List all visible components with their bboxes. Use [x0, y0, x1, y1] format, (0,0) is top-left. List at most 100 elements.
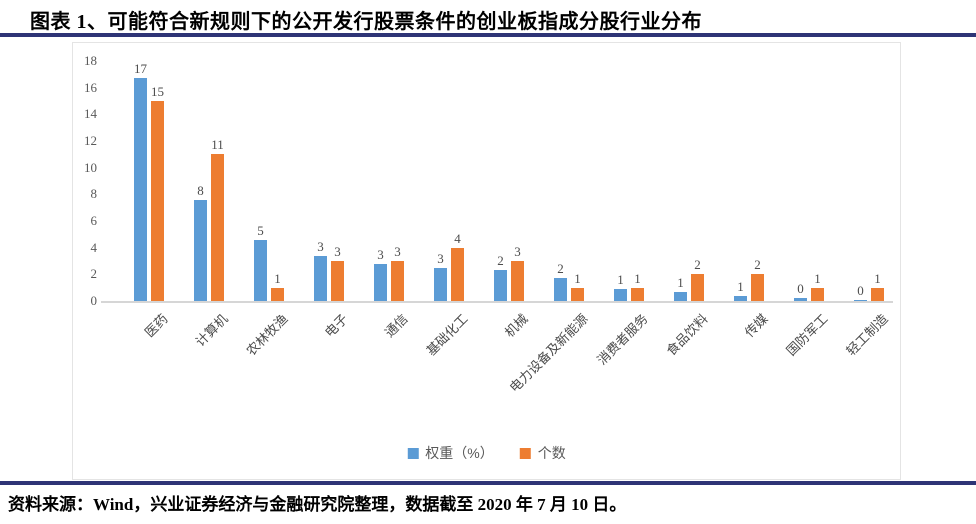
- legend-swatch-icon: [407, 447, 419, 459]
- bar: [734, 295, 747, 301]
- bar-wrap: 3: [374, 247, 387, 301]
- y-tick-label: 16: [84, 79, 97, 95]
- bar: [631, 287, 644, 301]
- bar-value-label: 0: [797, 281, 804, 297]
- bar: [674, 292, 687, 301]
- bar-value-label: 1: [574, 270, 581, 286]
- bar-wrap: 1: [631, 271, 644, 301]
- bar-wrap: 5: [254, 223, 267, 301]
- bar: [451, 247, 464, 301]
- bar-wrap: 3: [331, 245, 344, 301]
- bar-value-label: 4: [454, 230, 461, 246]
- bar-wrap: 4: [451, 231, 464, 301]
- x-tick-label: 基础化工: [423, 311, 471, 359]
- bar: [571, 287, 584, 301]
- legend-label: 权重（%）: [425, 445, 494, 461]
- bar-value-label: 2: [694, 257, 701, 273]
- bar-value-label: 2: [754, 257, 761, 273]
- bar-value-label: 1: [874, 270, 881, 286]
- y-tick-label: 8: [90, 186, 98, 202]
- bar-value-label: 3: [377, 246, 384, 262]
- x-axis-line: [101, 301, 893, 303]
- source-note: 资料来源：Wind，兴业证券经济与金融研究院整理，数据截至 2020 年 7 月…: [8, 495, 627, 514]
- bar-wrap: 2: [554, 262, 567, 301]
- bar-wrap: 3: [391, 245, 404, 301]
- bar: [511, 261, 524, 301]
- bar-wrap: 17: [134, 62, 147, 301]
- bar: [194, 199, 207, 301]
- x-tick-label: 消费者服务: [594, 311, 651, 368]
- bar-group: 17 15: [119, 61, 179, 301]
- bar: [434, 267, 447, 301]
- bar-value-label: 3: [437, 250, 444, 266]
- footer-rule: [0, 481, 976, 485]
- bar: [871, 287, 884, 301]
- bar-value-label: 1: [634, 270, 641, 286]
- y-tick-label: 14: [84, 106, 97, 122]
- figure-title: 图表 1、可能符合新规则下的公开发行股票条件的创业板指成分股行业分布: [30, 11, 702, 33]
- bar-wrap: 1: [811, 271, 824, 301]
- bar-value-label: 1: [617, 272, 624, 287]
- bar-value-label: 1: [737, 278, 744, 294]
- x-tick-label: 机械: [501, 311, 531, 341]
- bar: [794, 298, 807, 301]
- x-tick-label: 通信: [381, 311, 411, 341]
- bar-value-label: 3: [514, 244, 521, 259]
- x-tick-label: 轻工制造: [843, 311, 891, 359]
- bar-wrap: 1: [571, 271, 584, 301]
- y-tick-label: 0: [90, 293, 98, 308]
- legend-swatch-icon: [519, 447, 531, 459]
- x-tick-label: 国防军工: [783, 311, 831, 359]
- x-tick-label: 农林牧渔: [243, 311, 291, 359]
- bar-wrap: 3: [434, 251, 447, 301]
- bar: [494, 270, 507, 301]
- bar-value-label: 1: [677, 275, 684, 291]
- chart-legend: 权重（%） 个数: [407, 443, 566, 463]
- bar-value-label: 2: [557, 261, 564, 277]
- bar-value-label: 5: [257, 222, 264, 238]
- y-tick-label: 18: [84, 53, 97, 68]
- bar: [391, 261, 404, 301]
- x-tick-label: 食品饮料: [663, 311, 711, 359]
- bar-value-label: 17: [134, 61, 147, 77]
- bar-value-label: 3: [334, 244, 341, 259]
- bar: [811, 287, 824, 301]
- bar-wrap: 8: [194, 183, 207, 301]
- bar-value-label: 1: [814, 270, 821, 286]
- bar-wrap: 0: [854, 283, 867, 301]
- title-underline-rule: [0, 33, 976, 37]
- bar-value-label: 11: [211, 137, 224, 153]
- bar: [614, 289, 627, 301]
- bar-wrap: 1: [614, 273, 627, 301]
- legend-label: 个数: [537, 445, 566, 461]
- legend-item: 权重（%）: [407, 443, 494, 463]
- bar-value-label: 2: [497, 253, 504, 269]
- bar-wrap: 15: [151, 85, 164, 301]
- bar-wrap: 11: [211, 138, 224, 301]
- bar-wrap: 2: [751, 258, 764, 301]
- x-tick-label: 医药: [141, 311, 171, 341]
- y-tick-label: 10: [84, 159, 97, 175]
- bar: [211, 154, 224, 301]
- bar-value-label: 0: [857, 282, 864, 298]
- bar: [271, 287, 284, 301]
- y-tick-label: 2: [90, 266, 98, 282]
- bar-wrap: 1: [271, 271, 284, 301]
- bar-wrap: 1: [871, 271, 884, 301]
- y-tick-label: 6: [90, 213, 98, 228]
- bar: [151, 101, 164, 301]
- y-tick-label: 12: [84, 133, 97, 148]
- bar-value-label: 15: [151, 84, 164, 99]
- plot-area: 17 15 8 11 5 1 3 3 3 3 3 4 2 3 2 1 1 1 1 2 1 2 0 1 0 1: [119, 61, 899, 301]
- x-tick-label: 电子: [321, 311, 351, 341]
- bar: [254, 239, 267, 301]
